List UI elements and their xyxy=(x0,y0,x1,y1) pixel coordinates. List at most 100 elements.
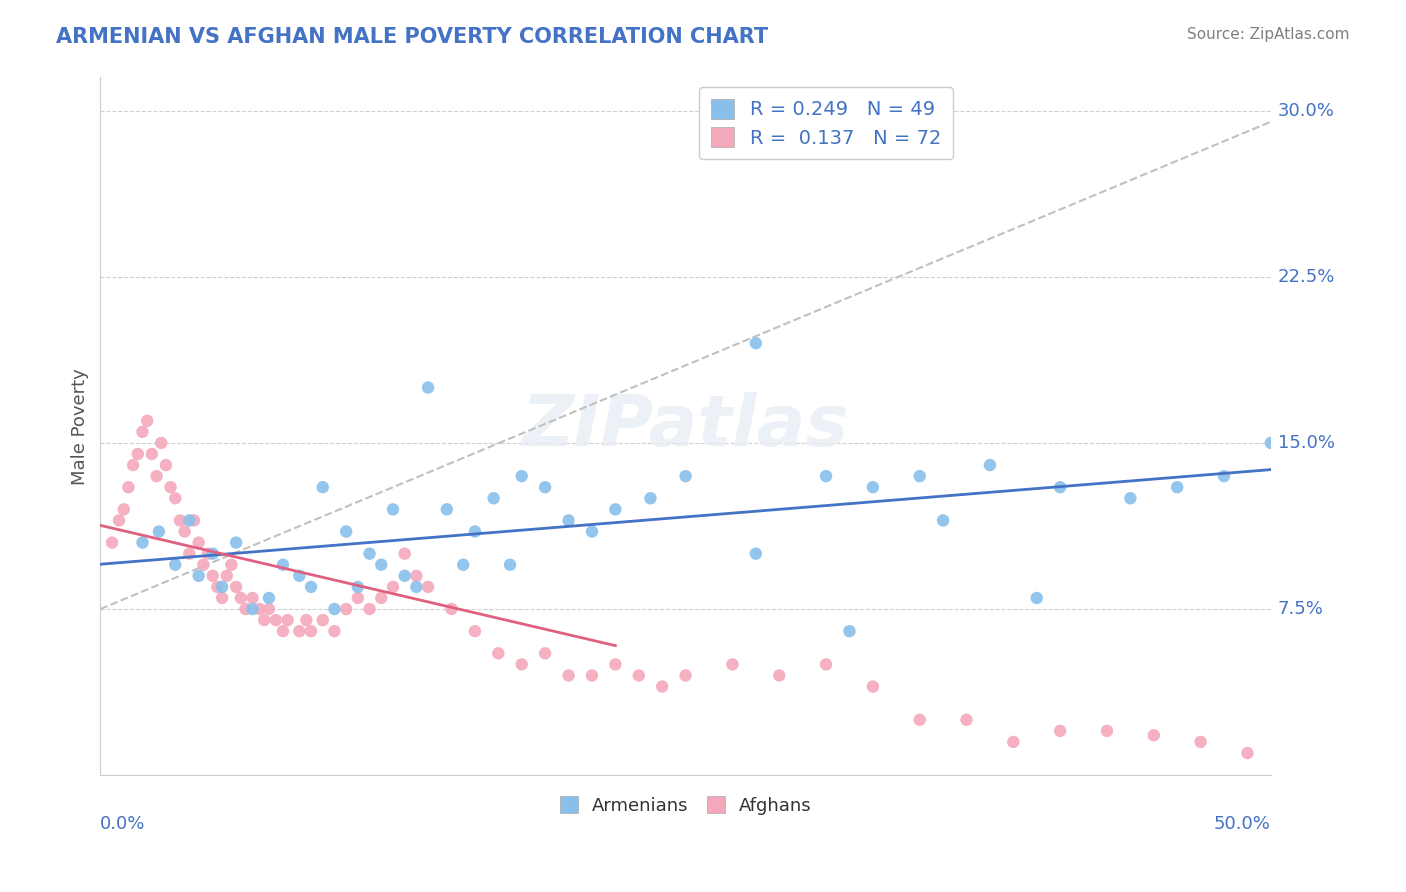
Point xyxy=(211,580,233,594)
Point xyxy=(1143,728,1166,742)
Point xyxy=(675,469,697,483)
Point xyxy=(651,680,673,694)
Point xyxy=(335,524,357,539)
Point xyxy=(145,469,167,483)
Point xyxy=(288,569,311,583)
Point xyxy=(1049,480,1071,494)
Point xyxy=(136,414,159,428)
Point xyxy=(1166,480,1188,494)
Point xyxy=(482,491,505,506)
Text: Source: ZipAtlas.com: Source: ZipAtlas.com xyxy=(1187,27,1350,42)
Point xyxy=(131,425,153,439)
Point xyxy=(581,524,603,539)
Point xyxy=(187,569,209,583)
Point xyxy=(359,547,381,561)
Point xyxy=(1260,436,1282,450)
Point xyxy=(323,602,346,616)
Point xyxy=(193,558,215,572)
Point xyxy=(225,535,247,549)
Point xyxy=(416,380,439,394)
Point xyxy=(979,458,1001,472)
Point xyxy=(141,447,163,461)
Point xyxy=(675,668,697,682)
Point xyxy=(201,547,224,561)
Point xyxy=(394,547,416,561)
Point xyxy=(207,580,229,594)
Point xyxy=(215,569,238,583)
Point xyxy=(557,513,579,527)
Point xyxy=(1119,491,1142,506)
Text: 22.5%: 22.5% xyxy=(1278,268,1336,285)
Point xyxy=(347,580,370,594)
Point xyxy=(1213,469,1236,483)
Point xyxy=(955,713,977,727)
Point xyxy=(242,602,264,616)
Point xyxy=(510,657,533,672)
Point xyxy=(122,458,145,472)
Point xyxy=(148,524,170,539)
Point xyxy=(127,447,149,461)
Point xyxy=(640,491,662,506)
Point xyxy=(394,569,416,583)
Point xyxy=(165,558,187,572)
Point xyxy=(299,580,322,594)
Point xyxy=(288,624,311,639)
Point xyxy=(323,624,346,639)
Point xyxy=(225,580,247,594)
Point xyxy=(1002,735,1025,749)
Point xyxy=(862,680,884,694)
Point xyxy=(381,502,404,516)
Point xyxy=(229,591,252,605)
Point xyxy=(277,613,299,627)
Point xyxy=(253,613,276,627)
Point xyxy=(335,602,357,616)
Point xyxy=(932,513,955,527)
Point xyxy=(211,591,233,605)
Point xyxy=(101,535,124,549)
Point xyxy=(242,591,264,605)
Point xyxy=(1025,591,1047,605)
Point xyxy=(112,502,135,516)
Text: ARMENIAN VS AFGHAN MALE POVERTY CORRELATION CHART: ARMENIAN VS AFGHAN MALE POVERTY CORRELAT… xyxy=(56,27,768,46)
Point xyxy=(534,646,557,660)
Point xyxy=(908,713,931,727)
Point xyxy=(117,480,139,494)
Point xyxy=(605,502,627,516)
Point xyxy=(405,569,427,583)
Point xyxy=(257,602,280,616)
Text: 30.0%: 30.0% xyxy=(1278,102,1334,120)
Point xyxy=(510,469,533,483)
Point xyxy=(183,513,205,527)
Point xyxy=(150,436,173,450)
Legend: Armenians, Afghans: Armenians, Afghans xyxy=(553,789,818,822)
Point xyxy=(299,624,322,639)
Point xyxy=(295,613,318,627)
Point xyxy=(581,668,603,682)
Point xyxy=(370,591,392,605)
Point xyxy=(405,580,427,594)
Point xyxy=(486,646,509,660)
Point xyxy=(1236,746,1258,760)
Point xyxy=(451,558,474,572)
Text: ZIPatlas: ZIPatlas xyxy=(522,392,849,461)
Point xyxy=(187,535,209,549)
Point xyxy=(271,624,294,639)
Point xyxy=(627,668,650,682)
Point xyxy=(359,602,381,616)
Point xyxy=(312,613,335,627)
Point xyxy=(173,524,195,539)
Point xyxy=(201,569,224,583)
Point xyxy=(464,624,486,639)
Point xyxy=(159,480,181,494)
Point xyxy=(815,469,838,483)
Point xyxy=(108,513,131,527)
Point xyxy=(381,580,404,594)
Point xyxy=(370,558,392,572)
Y-axis label: Male Poverty: Male Poverty xyxy=(72,368,89,484)
Point xyxy=(347,591,370,605)
Point xyxy=(235,602,257,616)
Point xyxy=(1189,735,1212,749)
Point xyxy=(249,602,271,616)
Point xyxy=(197,547,219,561)
Point xyxy=(838,624,860,639)
